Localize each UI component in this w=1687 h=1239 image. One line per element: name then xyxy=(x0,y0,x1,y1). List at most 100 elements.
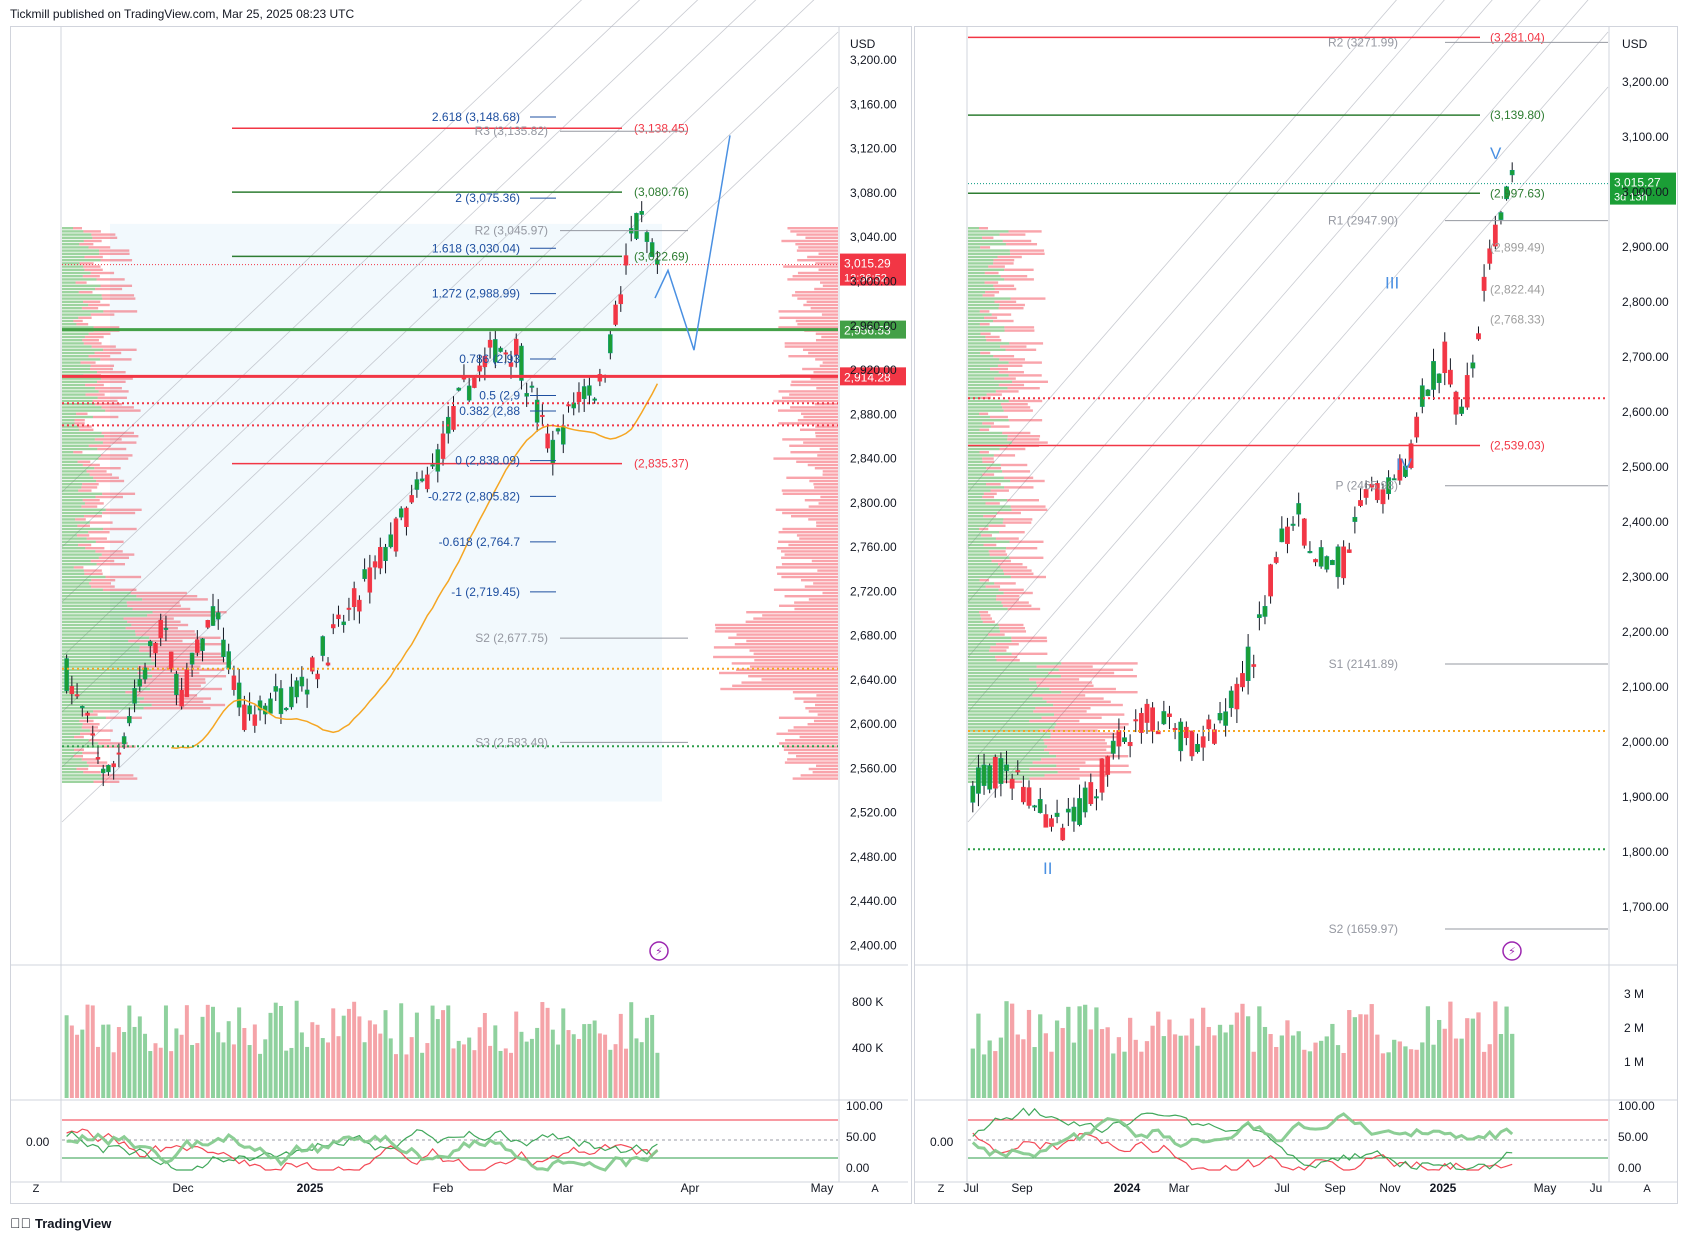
vp-bar-down xyxy=(993,454,1016,457)
vp-bar-up xyxy=(62,246,89,249)
vp-bar-down xyxy=(91,585,115,588)
axis-auto-button[interactable]: A xyxy=(1643,1183,1651,1195)
volume-bar xyxy=(320,1038,325,1098)
vp-bar-up xyxy=(968,463,1001,467)
vp-bar-up xyxy=(968,652,1012,655)
vp-bar-down xyxy=(995,643,1019,646)
horizontal-level-label: (3,138.45) xyxy=(634,121,689,135)
time-axis-tick: Feb xyxy=(433,1181,454,1195)
volume-bar xyxy=(1212,1035,1217,1098)
vp-bar-down xyxy=(142,598,208,601)
vp-bar-up xyxy=(968,492,984,495)
vp-bar-up xyxy=(62,489,79,492)
vp-bar-down xyxy=(91,579,116,582)
vp-bar-down xyxy=(808,598,838,601)
vp-bar-up xyxy=(968,291,986,294)
vp-bar-down xyxy=(984,281,999,284)
volume-bar xyxy=(1481,1051,1487,1098)
vp-bar-down xyxy=(801,412,838,415)
vp-bar-up xyxy=(62,591,131,595)
pivot-label: R2 (3271.99) xyxy=(1328,35,1398,49)
candle-body xyxy=(519,345,524,381)
footer-brand: TradingView xyxy=(35,1215,112,1231)
candle-body xyxy=(1431,361,1436,390)
candle-body xyxy=(195,639,200,653)
event-lightning-icon: ⚡ xyxy=(1502,941,1522,961)
candle-body xyxy=(1105,756,1111,775)
horizontal-level-label: (3,281.04) xyxy=(1490,30,1545,44)
volume-bar xyxy=(1347,1010,1352,1098)
vp-bar-down xyxy=(1050,735,1119,739)
axis-zoom-button[interactable]: Z xyxy=(33,1183,40,1195)
volume-bar xyxy=(190,1044,195,1098)
candle-body xyxy=(247,705,252,715)
left-chart-panel[interactable]: (3,138.45) (3,080.76) (3,022.69) (2,835.37)… xyxy=(11,0,908,1195)
vp-bar-down xyxy=(817,713,838,716)
vp-bar-down xyxy=(983,492,997,495)
vp-bar-down xyxy=(810,307,838,310)
volume-bar xyxy=(467,1037,472,1098)
volume-bar xyxy=(137,1016,142,1098)
vp-bar-up xyxy=(968,559,992,563)
vp-bar-down xyxy=(104,435,139,438)
vp-bar-down xyxy=(807,255,838,259)
candle-body xyxy=(529,385,535,388)
candle-body xyxy=(111,763,116,768)
vp-bar-up xyxy=(968,387,1008,390)
vp-bar-up xyxy=(62,275,83,278)
volume-bar xyxy=(1015,1034,1020,1098)
vp-bar-down xyxy=(781,563,838,566)
vp-bar-down xyxy=(1008,374,1042,377)
vp-bar-down xyxy=(999,630,1027,633)
candle-body xyxy=(1324,556,1330,570)
vp-bar-up xyxy=(968,415,990,419)
vp-bar-down xyxy=(790,406,838,409)
vp-bar-up xyxy=(968,425,991,428)
vp-bar-up xyxy=(968,684,1038,687)
time-axis-tick: Sep xyxy=(1011,1181,1033,1195)
vp-bar-up xyxy=(62,719,80,723)
candle-body xyxy=(472,377,477,388)
vp-bar-down xyxy=(1000,345,1027,348)
pivot-label: R1 (2947.90) xyxy=(1328,214,1398,228)
vp-bar-up xyxy=(968,700,1047,703)
channel-line xyxy=(967,0,1541,658)
vp-bar-up xyxy=(968,319,994,323)
vp-bar-up xyxy=(62,361,81,364)
vp-bar-down xyxy=(94,467,121,470)
vp-bar-down xyxy=(796,755,838,758)
vp-bar-down xyxy=(804,499,838,502)
vp-bar-up xyxy=(62,438,95,441)
vp-bar-up xyxy=(62,425,79,428)
vp-bar-up xyxy=(62,310,104,313)
vp-bar-up xyxy=(62,291,79,294)
vp-bar-down xyxy=(822,284,838,287)
vp-bar-down xyxy=(1011,508,1048,511)
channel-line xyxy=(967,31,1609,768)
fib-level-label: 0.382 (2,88 xyxy=(459,404,520,418)
right-chart-panel[interactable]: (3,281.04) (3,139.80) (2,997.63) (2,899.49)… xyxy=(915,0,1678,1195)
vp-bar-up xyxy=(62,675,153,678)
candle-body xyxy=(508,362,514,367)
volume-bar xyxy=(258,1053,263,1098)
candle-body xyxy=(613,304,618,325)
volume-bar xyxy=(1296,1031,1301,1098)
axis-auto-button[interactable]: A xyxy=(871,1183,879,1195)
vp-bar-down xyxy=(76,767,89,771)
elliott-wave-label: II xyxy=(1043,859,1052,878)
candle-body xyxy=(1065,808,1071,813)
vp-bar-down xyxy=(141,681,206,684)
vp-bar-down xyxy=(981,617,992,620)
axis-zoom-button[interactable]: Z xyxy=(938,1183,945,1195)
volume-bar xyxy=(216,1032,221,1098)
candle-body xyxy=(1228,690,1234,709)
vp-bar-up xyxy=(62,751,83,755)
vp-bar-up xyxy=(62,758,82,761)
volume-bar xyxy=(305,1046,310,1098)
vp-bar-down xyxy=(94,438,122,441)
volume-bar xyxy=(1189,1018,1195,1098)
vp-bar-down xyxy=(1058,668,1134,671)
candle-body xyxy=(1273,557,1279,563)
oscillator-axis-tick: 50.00 xyxy=(846,1130,876,1144)
